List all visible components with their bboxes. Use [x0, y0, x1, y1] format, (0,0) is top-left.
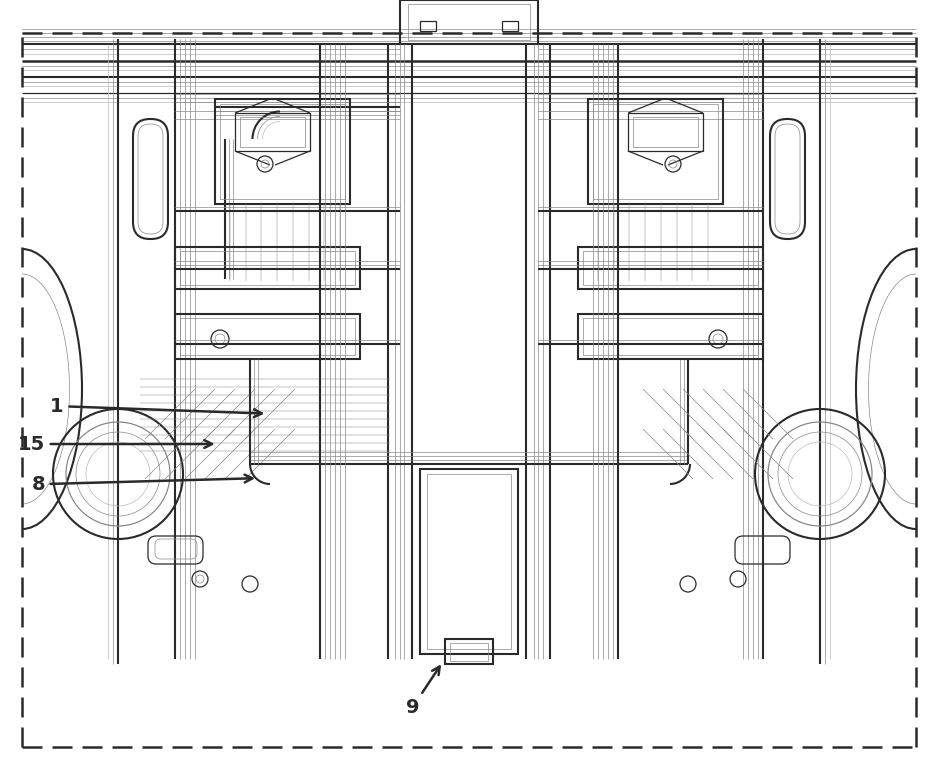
Bar	[175, 314, 360, 359]
Bar	[502, 21, 518, 31]
Bar	[180, 318, 355, 355]
Bar	[420, 21, 436, 31]
Bar	[628, 113, 703, 151]
Bar	[427, 474, 511, 649]
Bar	[180, 251, 355, 285]
Text: 1: 1	[50, 396, 262, 417]
Bar	[175, 247, 360, 289]
Bar	[588, 99, 723, 204]
Text: 9: 9	[406, 666, 440, 717]
Bar	[240, 117, 305, 147]
Bar	[583, 318, 758, 355]
Bar	[583, 251, 758, 285]
Bar	[400, 0, 538, 44]
Bar	[578, 247, 763, 289]
Bar	[220, 104, 345, 199]
Bar	[215, 99, 350, 204]
Bar	[450, 643, 488, 661]
Text: 8: 8	[31, 474, 252, 494]
Bar	[633, 117, 698, 147]
Bar	[578, 314, 763, 359]
Bar	[593, 104, 718, 199]
Text: 15: 15	[18, 434, 212, 454]
Bar	[420, 469, 518, 654]
Bar	[445, 639, 493, 664]
Bar	[235, 113, 310, 151]
Bar	[408, 4, 530, 40]
